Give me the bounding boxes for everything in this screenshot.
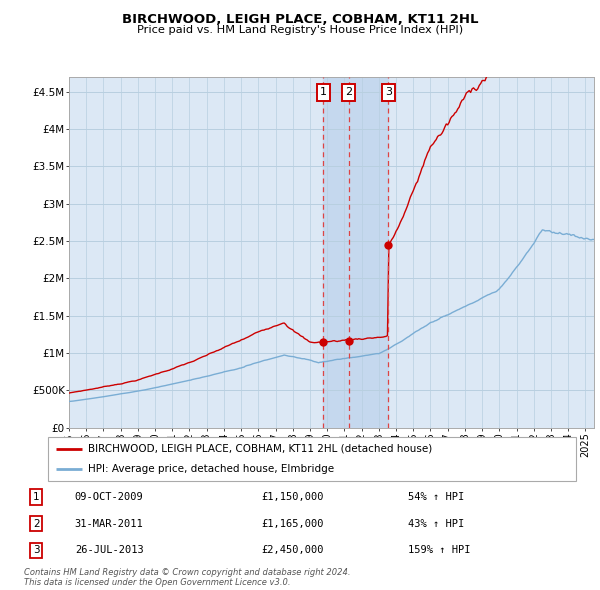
Text: 2: 2 (345, 87, 352, 97)
Text: Contains HM Land Registry data © Crown copyright and database right 2024.
This d: Contains HM Land Registry data © Crown c… (24, 568, 350, 587)
Text: BIRCHWOOD, LEIGH PLACE, COBHAM, KT11 2HL: BIRCHWOOD, LEIGH PLACE, COBHAM, KT11 2HL (122, 13, 478, 26)
Bar (323, 77, 388, 428)
Text: 31-MAR-2011: 31-MAR-2011 (75, 519, 143, 529)
Text: 1: 1 (33, 492, 40, 502)
Text: £2,450,000: £2,450,000 (261, 545, 323, 555)
Text: 159% ↑ HPI: 159% ↑ HPI (407, 545, 470, 555)
Text: £1,150,000: £1,150,000 (261, 492, 323, 502)
Text: 1: 1 (320, 87, 327, 97)
Text: 3: 3 (385, 87, 392, 97)
Text: 09-OCT-2009: 09-OCT-2009 (75, 492, 143, 502)
Text: 3: 3 (33, 545, 40, 555)
Text: £1,165,000: £1,165,000 (261, 519, 323, 529)
Text: 2: 2 (33, 519, 40, 529)
Text: 26-JUL-2013: 26-JUL-2013 (75, 545, 143, 555)
Text: BIRCHWOOD, LEIGH PLACE, COBHAM, KT11 2HL (detached house): BIRCHWOOD, LEIGH PLACE, COBHAM, KT11 2HL… (88, 444, 432, 454)
Text: Price paid vs. HM Land Registry's House Price Index (HPI): Price paid vs. HM Land Registry's House … (137, 25, 463, 35)
Text: 54% ↑ HPI: 54% ↑ HPI (407, 492, 464, 502)
Text: HPI: Average price, detached house, Elmbridge: HPI: Average price, detached house, Elmb… (88, 464, 334, 474)
Text: 43% ↑ HPI: 43% ↑ HPI (407, 519, 464, 529)
